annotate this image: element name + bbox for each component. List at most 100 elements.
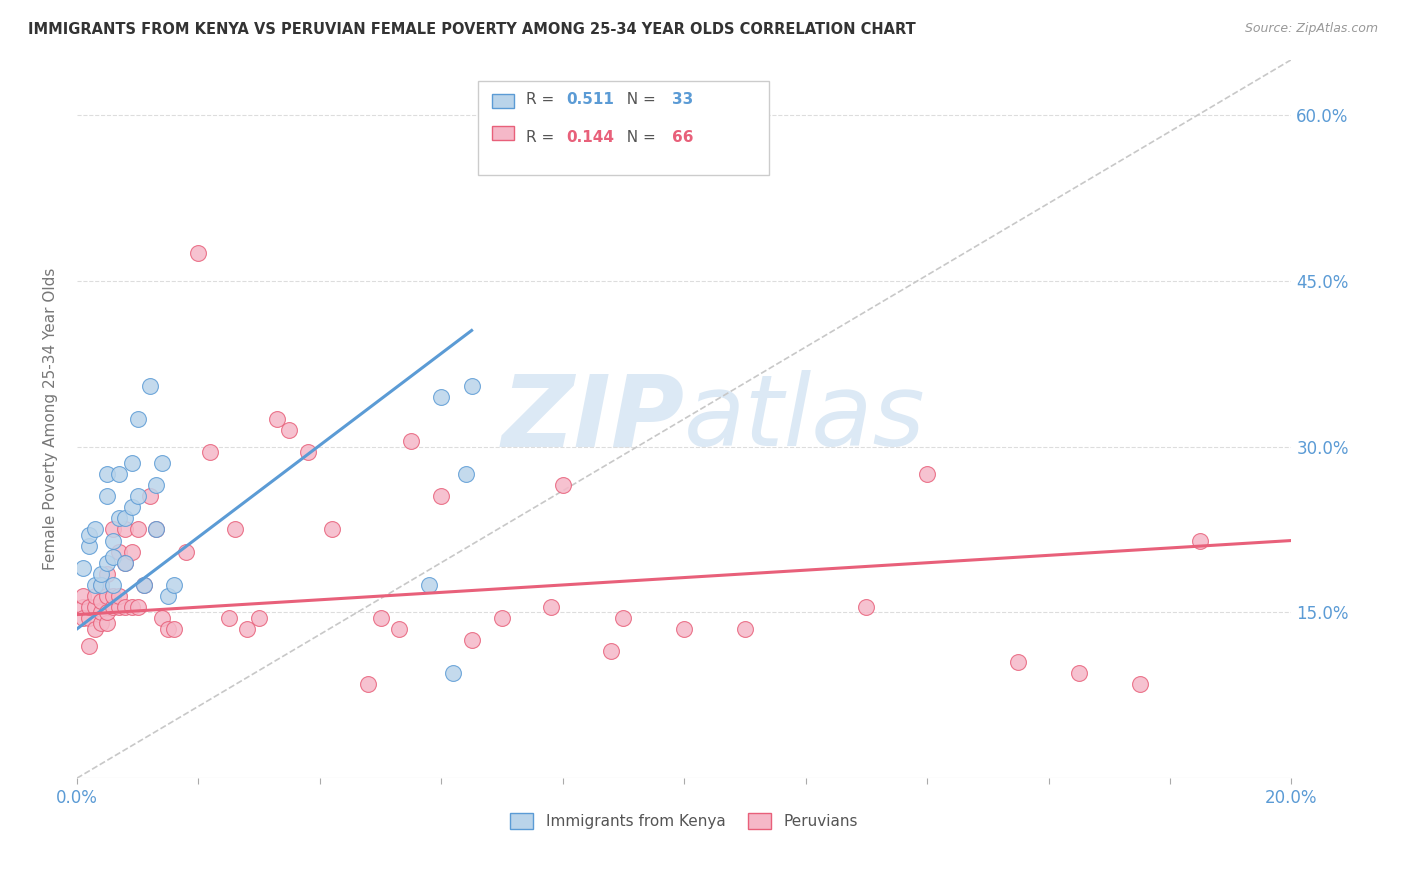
Point [1067, 666, 1090, 681]
Bar [492, 126, 515, 140]
Point [1189, 533, 1212, 548]
Point [77, 639, 100, 653]
Point [108, 511, 131, 525]
Point [224, 523, 246, 537]
Text: N =: N = [617, 92, 661, 107]
Point [132, 578, 155, 592]
Point [673, 622, 696, 636]
FancyBboxPatch shape [478, 81, 769, 175]
Point [441, 666, 464, 681]
Point [127, 599, 149, 614]
Point [121, 500, 143, 515]
Point [145, 478, 167, 492]
Point [357, 677, 380, 691]
Point [156, 622, 179, 636]
Point [96, 589, 118, 603]
Point [84, 578, 107, 592]
Point [163, 578, 186, 592]
Point [460, 378, 482, 392]
Text: N =: N = [617, 130, 661, 145]
Text: 33: 33 [672, 92, 693, 107]
Point [236, 622, 259, 636]
Point [145, 523, 167, 537]
Point [321, 523, 343, 537]
Text: R =: R = [526, 130, 560, 145]
Point [103, 550, 125, 565]
Text: Source: ZipAtlas.com: Source: ZipAtlas.com [1244, 22, 1378, 36]
Point [90, 616, 112, 631]
Point [127, 412, 149, 426]
Point [121, 456, 143, 470]
Point [114, 523, 136, 537]
Point [114, 599, 136, 614]
Point [108, 544, 131, 558]
Point [540, 599, 562, 614]
Point [103, 578, 125, 592]
Point [174, 544, 197, 558]
Point [266, 412, 288, 426]
Point [187, 246, 209, 260]
Point [430, 489, 453, 503]
Point [218, 611, 240, 625]
Point [84, 589, 107, 603]
Point [139, 378, 162, 392]
Point [127, 489, 149, 503]
Text: IMMIGRANTS FROM KENYA VS PERUVIAN FEMALE POVERTY AMONG 25-34 YEAR OLDS CORRELATI: IMMIGRANTS FROM KENYA VS PERUVIAN FEMALE… [28, 22, 915, 37]
Point [90, 566, 112, 581]
Legend: Immigrants from Kenya, Peruvians: Immigrants from Kenya, Peruvians [505, 807, 865, 835]
Point [96, 616, 118, 631]
Point [156, 589, 179, 603]
Point [127, 523, 149, 537]
Point [430, 390, 453, 404]
Point [90, 594, 112, 608]
Point [90, 578, 112, 592]
Point [388, 622, 411, 636]
Point [72, 589, 94, 603]
Point [96, 566, 118, 581]
Point [454, 467, 477, 482]
Point [77, 539, 100, 553]
Text: R =: R = [526, 92, 560, 107]
Point [132, 578, 155, 592]
Point [551, 478, 574, 492]
Point [915, 467, 938, 482]
Y-axis label: Female Poverty Among 25-34 Year Olds: Female Poverty Among 25-34 Year Olds [44, 268, 58, 570]
Point [84, 622, 107, 636]
Point [139, 489, 162, 503]
Text: atlas: atlas [685, 370, 925, 467]
Point [855, 599, 877, 614]
Point [612, 611, 634, 625]
Point [96, 556, 118, 570]
Point [108, 589, 131, 603]
Point [114, 556, 136, 570]
Text: 0.144: 0.144 [567, 130, 614, 145]
Point [734, 622, 756, 636]
Point [84, 599, 107, 614]
Point [121, 599, 143, 614]
Point [90, 606, 112, 620]
Point [103, 523, 125, 537]
Point [150, 611, 173, 625]
Point [1129, 677, 1152, 691]
Point [460, 633, 482, 648]
Point [150, 456, 173, 470]
Point [399, 434, 422, 448]
Point [600, 644, 623, 658]
Point [297, 445, 319, 459]
Point [103, 599, 125, 614]
Bar [492, 95, 515, 109]
Text: 0.511: 0.511 [567, 92, 614, 107]
Point [72, 561, 94, 575]
Point [114, 511, 136, 525]
Point [77, 528, 100, 542]
Point [108, 467, 131, 482]
Point [103, 589, 125, 603]
Point [114, 556, 136, 570]
Point [96, 606, 118, 620]
Point [1007, 655, 1029, 669]
Point [491, 611, 513, 625]
Point [90, 578, 112, 592]
Point [96, 489, 118, 503]
Point [278, 423, 301, 437]
Point [418, 578, 440, 592]
